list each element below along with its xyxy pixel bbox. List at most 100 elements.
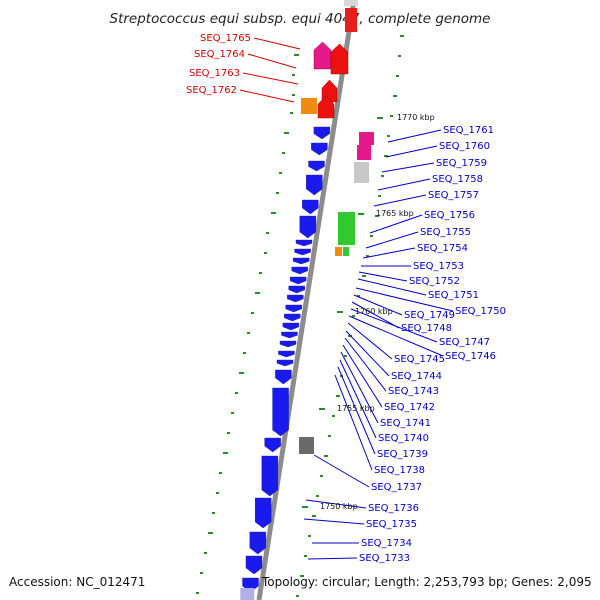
gc-tick-left	[219, 472, 222, 474]
reverse-gene-label: SEQ_1750	[455, 306, 506, 317]
label-leader-line	[373, 194, 427, 207]
label-leader-line	[337, 366, 376, 455]
reverse-gene-label: SEQ_1737	[371, 482, 422, 493]
reverse-gene-label: SEQ_1742	[384, 402, 435, 413]
reverse-gene-shape	[254, 497, 272, 529]
backbone-line	[256, 0, 357, 600]
gc-tick-right	[384, 155, 388, 157]
reverse-gene-shape	[281, 331, 298, 339]
reverse-gene-shape	[306, 174, 323, 196]
forward-gene-label: SEQ_1763	[189, 68, 240, 79]
reverse-gene-shape	[302, 199, 319, 215]
label-leader-line	[307, 557, 358, 560]
gc-tick-right	[387, 135, 390, 137]
gene-block-top-gray	[344, 0, 358, 6]
label-leader-line	[305, 499, 367, 509]
gene-features	[240, 0, 374, 600]
reverse-gene-label: SEQ_1756	[424, 210, 475, 221]
forward-gene-label: SEQ_1764	[194, 49, 245, 60]
reverse-gene-shape	[294, 248, 311, 256]
reverse-gene-shape	[278, 350, 295, 358]
reverse-gene-label: SEQ_1744	[391, 371, 442, 382]
gene-labels: SEQ_1765 SEQ_1764 SEQ_1763 SEQ_1762 SEQ_1761…	[186, 33, 506, 564]
forward-gene-shape	[313, 41, 332, 70]
gc-tick-left	[282, 152, 285, 154]
reverse-gene-shape	[264, 437, 281, 453]
reverse-gene-shape	[335, 247, 342, 256]
label-leader-line	[313, 454, 370, 488]
reverse-gene-label: SEQ_1735	[366, 519, 417, 530]
reverse-gene-shape	[287, 294, 304, 303]
reverse-gene-label: SEQ_1734	[361, 538, 412, 549]
gc-tick-left	[279, 172, 282, 174]
reverse-gene-shape	[343, 247, 349, 256]
label-leader-line	[303, 518, 365, 525]
gc-tick-left	[247, 332, 250, 334]
gc-tick-left	[223, 452, 228, 454]
kbp-marker-label: 1755 kbp	[337, 404, 375, 413]
label-leader-line	[345, 330, 390, 377]
gc-tick-left	[196, 592, 199, 594]
gc-tick-left	[294, 54, 299, 56]
reverse-gene-label: SEQ_1752	[409, 276, 460, 287]
reverse-gene-label: SEQ_1746	[445, 351, 496, 362]
reverse-gene-label: SEQ_1736	[368, 503, 419, 514]
label-leader-line	[369, 214, 423, 234]
gc-tick-right	[366, 255, 369, 257]
reverse-gene-shape	[261, 455, 279, 497]
label-leader-line	[365, 231, 419, 249]
label-leader-lines	[239, 37, 454, 560]
reverse-gene-shape	[272, 387, 289, 437]
gc-tick-left	[276, 192, 279, 194]
label-leader-line	[344, 337, 387, 392]
label-leader-line	[358, 271, 408, 282]
gc-tick-left	[251, 312, 254, 314]
label-leader-line	[247, 53, 297, 69]
reverse-gene-shape	[284, 313, 301, 322]
gc-tick-right	[344, 355, 347, 357]
kbp-marker-label: 1765 kbp	[376, 209, 414, 218]
reverse-gene-shape	[282, 322, 300, 331]
gc-tick-left	[264, 252, 267, 254]
reverse-gene-shape	[357, 145, 371, 160]
gc-tick-left	[292, 94, 295, 96]
gc-tick-left	[204, 552, 207, 554]
reverse-gene-label: SEQ_1740	[378, 433, 429, 444]
gc-tick-right	[304, 555, 307, 557]
label-leader-line	[351, 301, 400, 329]
gene-block-top-red	[345, 8, 357, 32]
reverse-gene-shape	[291, 266, 308, 275]
gc-tick-left	[227, 432, 230, 434]
reverse-gene-shape	[359, 132, 374, 145]
reverse-gene-shape	[249, 531, 266, 555]
gc-tick-left	[200, 572, 203, 574]
gc-tick-left	[292, 74, 295, 76]
forward-gene-label: SEQ_1762	[186, 85, 237, 96]
gc-tick-left	[212, 512, 215, 514]
gc-tick-left	[216, 492, 219, 494]
gc-tick-right	[332, 415, 335, 417]
reverse-gene-label: SEQ_1751	[428, 290, 479, 301]
label-leader-line	[348, 315, 444, 357]
label-leader-line	[385, 145, 438, 158]
gc-tick-right	[316, 495, 319, 497]
reverse-gene-shape	[289, 276, 307, 285]
label-leader-line	[350, 308, 438, 343]
label-leader-line	[334, 374, 373, 471]
gc-tick-right	[378, 195, 381, 197]
reverse-gene-label: SEQ_1758	[432, 174, 483, 185]
genome-summary-text: Topology: circular; Length: 2,253,793 bp…	[261, 575, 592, 589]
gc-tick-right	[390, 115, 393, 117]
forward-gene-shape	[330, 43, 349, 75]
reverse-gene-shape	[275, 369, 292, 385]
reverse-gene-label: SEQ_1757	[428, 190, 479, 201]
gc-tick-right	[375, 215, 379, 217]
kbp-marker-label: 1760 kbp	[355, 307, 393, 316]
gc-tick-right	[357, 295, 360, 297]
gc-tick-left	[231, 412, 234, 414]
gc-tick-left	[208, 532, 213, 534]
gc-tick-right	[398, 55, 401, 57]
gc-tick-left	[239, 372, 244, 374]
reverse-gene-label: SEQ_1745	[394, 354, 445, 365]
gc-tick-left	[235, 392, 238, 394]
